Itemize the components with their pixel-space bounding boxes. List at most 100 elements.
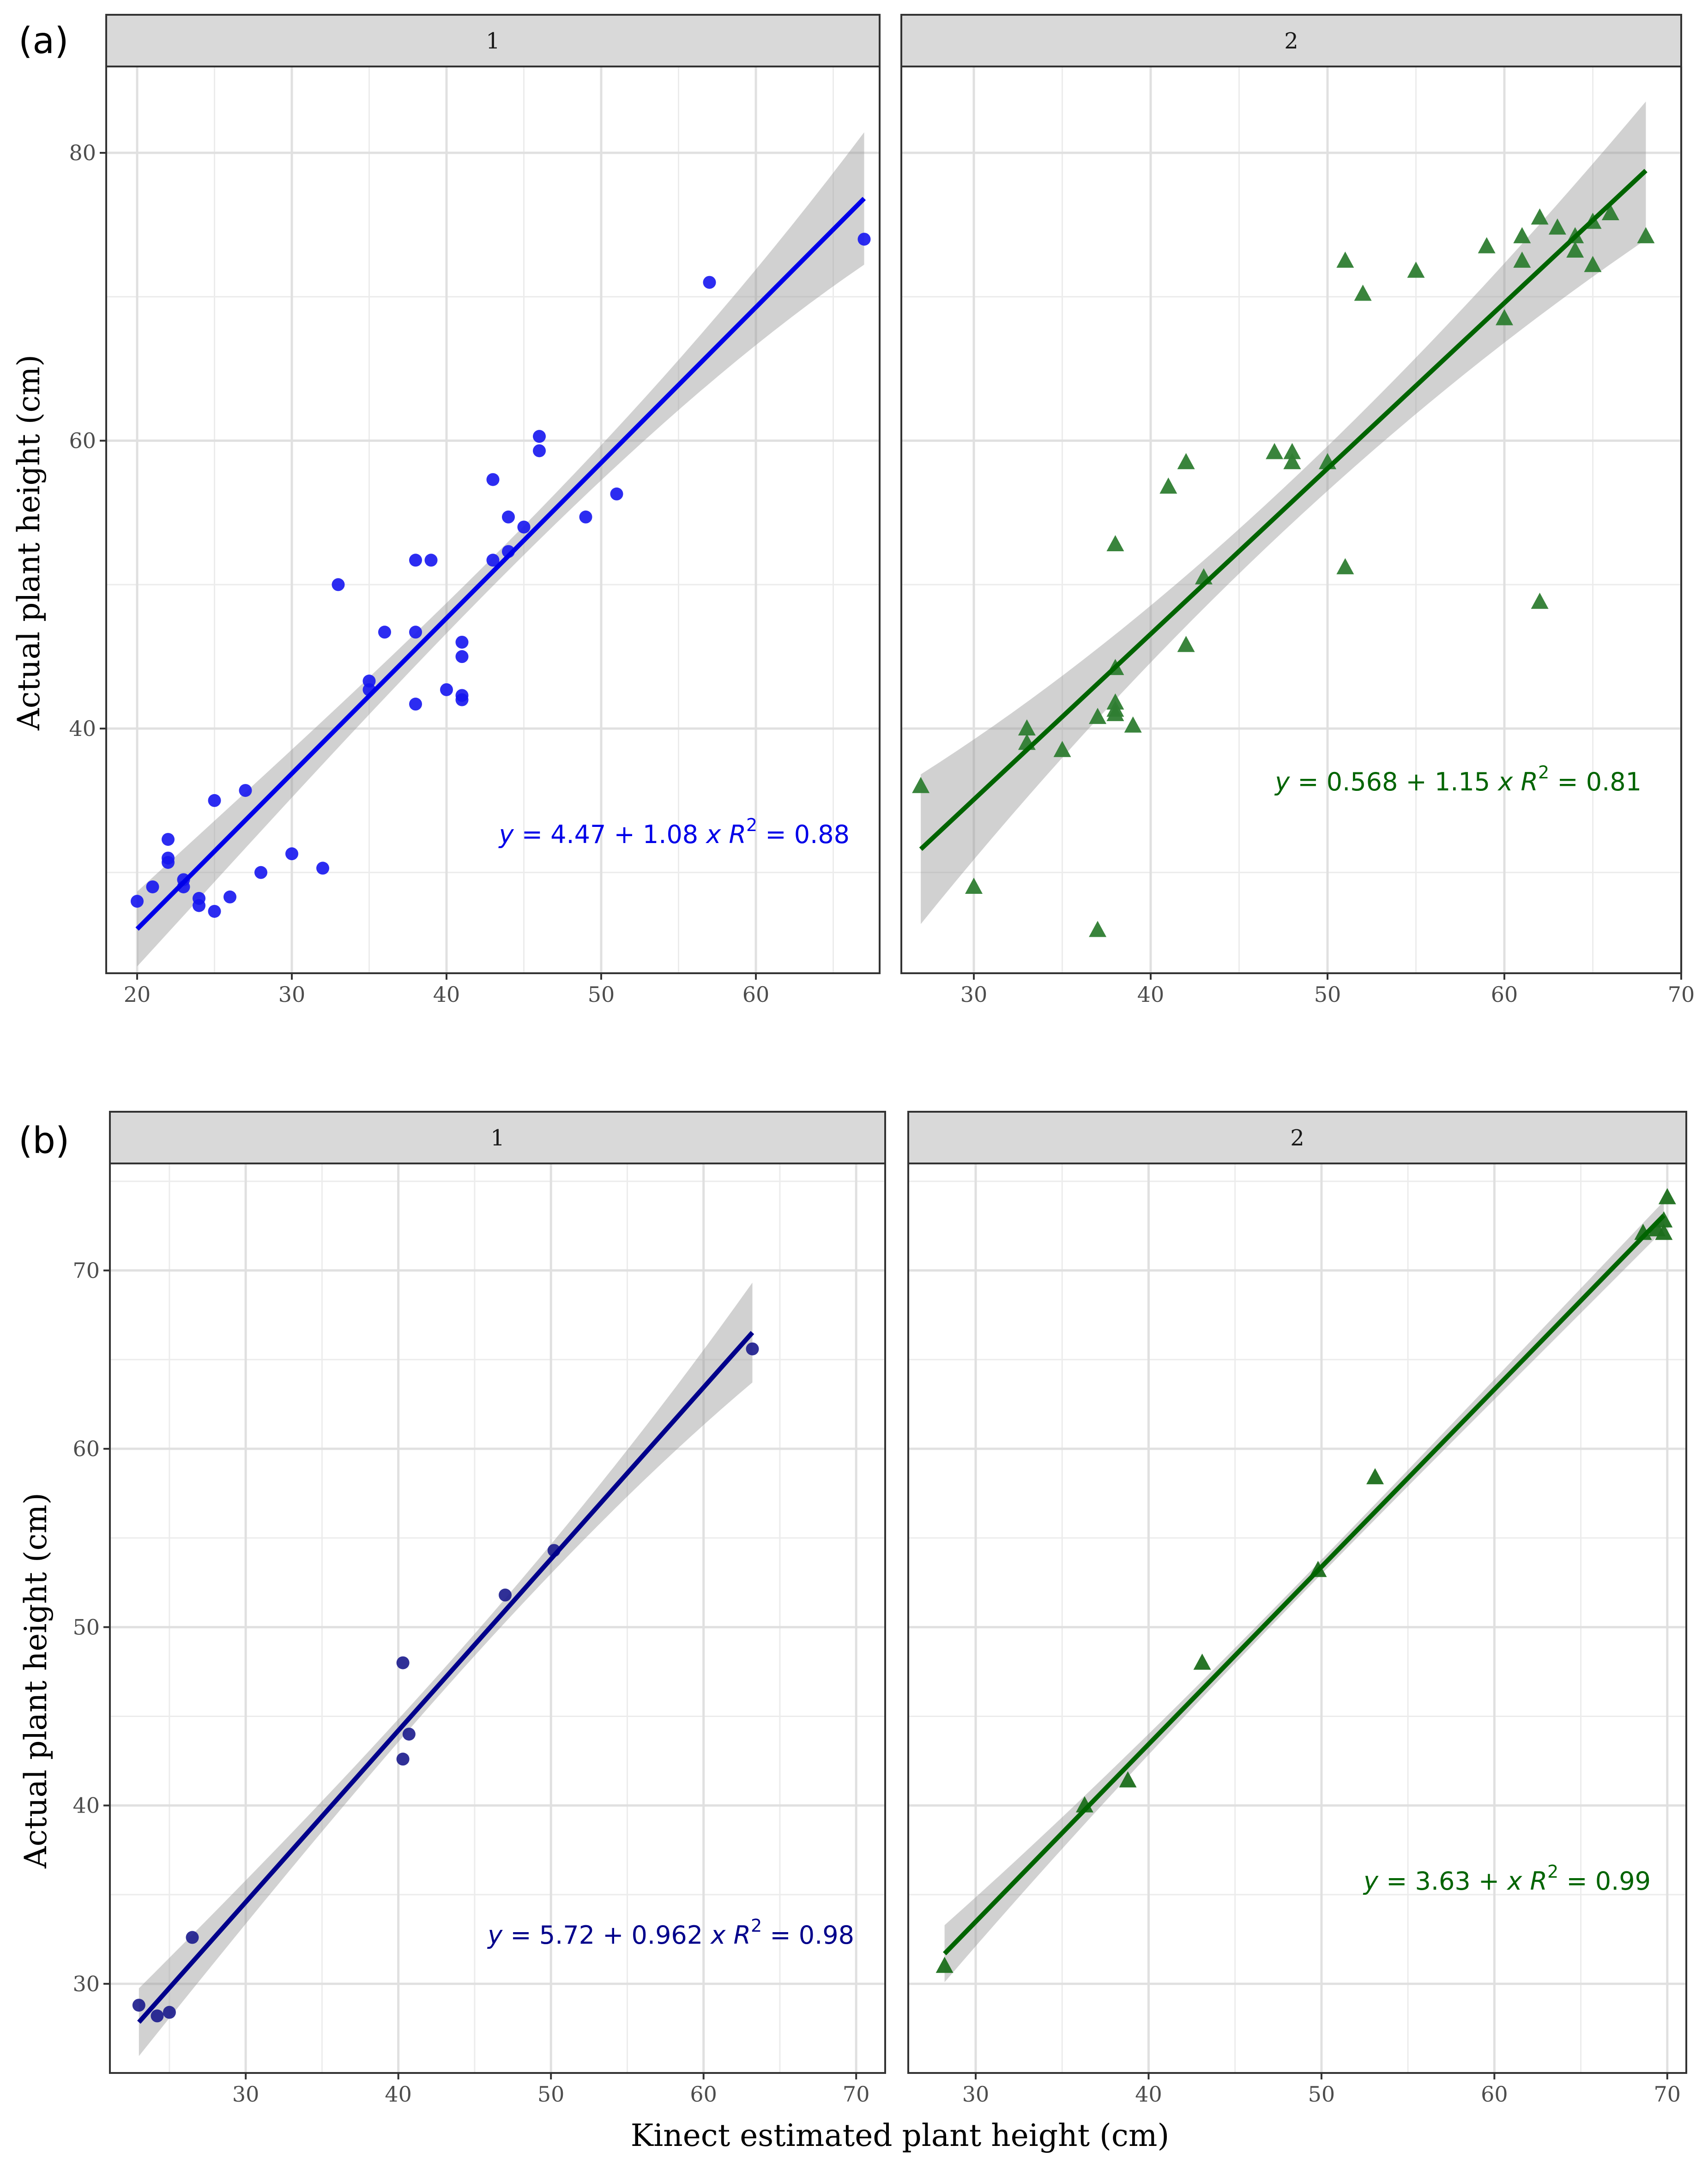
annotation-part: y: [498, 820, 514, 849]
x-tick-label: 70: [1668, 982, 1695, 1007]
annotation-part: R: [1530, 1867, 1547, 1896]
data-point: [1513, 227, 1531, 243]
annotation-part: x: [1506, 1867, 1522, 1896]
x-tick-label: 30: [278, 982, 306, 1007]
x-tick-label: 30: [960, 982, 988, 1007]
x-tick-label: 40: [433, 982, 460, 1007]
annotation-part: = 4.47 + 1.08: [514, 820, 706, 849]
data-point: [378, 626, 391, 639]
facet-strip-label: 1: [490, 1125, 505, 1151]
data-point: [912, 777, 930, 793]
annotation-part: 2: [1547, 1862, 1558, 1882]
data-point: [1177, 636, 1195, 652]
y-axis-title-b: Actual plant height (cm): [18, 1493, 54, 1869]
data-point: [1513, 251, 1531, 268]
data-point: [1119, 1771, 1137, 1788]
data-point: [746, 1342, 759, 1356]
data-point: [1584, 256, 1602, 272]
x-tick-label: 60: [742, 982, 770, 1007]
data-point: [486, 554, 500, 567]
annotation-part: 2: [751, 1916, 762, 1936]
data-point: [1655, 1223, 1673, 1240]
panel-4: 230 40 50 60 70y = 3.63 + x R2 = 0.99: [907, 1111, 1687, 2107]
facet-strip-label: 1: [486, 28, 500, 54]
annotation-part: x: [710, 1921, 726, 1950]
facet-strip-label: 2: [1284, 28, 1298, 54]
data-point: [1089, 921, 1107, 937]
confidence-band: [944, 1201, 1664, 1982]
data-point: [1336, 558, 1354, 574]
data-point: [1496, 309, 1514, 325]
x-tick-label: 30: [232, 2082, 260, 2107]
x-tick-label: 40: [1135, 2082, 1162, 2107]
data-point: [146, 880, 159, 893]
y-tick-label: 70: [72, 1258, 100, 1283]
x-tick-label: 50: [1308, 2082, 1335, 2107]
x-tick-label: 50: [1314, 982, 1341, 1007]
data-point: [517, 520, 531, 534]
data-point: [151, 2009, 164, 2023]
data-point: [208, 904, 221, 918]
x-tick-label: 60: [1491, 982, 1518, 1007]
data-point: [935, 1957, 954, 1973]
data-point: [1354, 284, 1372, 301]
x-tick-label: 20: [124, 982, 151, 1007]
data-point: [193, 899, 205, 912]
data-point: [1478, 237, 1496, 253]
data-point: [1159, 477, 1177, 494]
data-point: [409, 626, 422, 639]
x-tick-label: 40: [1137, 982, 1165, 1007]
data-point: [208, 794, 221, 807]
annotation-part: R: [1521, 767, 1538, 796]
data-point: [239, 784, 252, 797]
data-point: [1124, 716, 1142, 733]
panel-background: [106, 66, 880, 973]
data-point: [1089, 708, 1107, 724]
annotation-part: = 0.99: [1558, 1867, 1651, 1896]
annotation-part: [725, 1921, 733, 1950]
data-point: [132, 1999, 145, 2012]
x-tick-label: 60: [1481, 2082, 1508, 2107]
confidence-band: [137, 132, 864, 967]
x-tick-label: 70: [843, 2082, 870, 2107]
facet-strip: [907, 1111, 1687, 1164]
annotation-part: [1513, 767, 1521, 796]
data-point: [254, 866, 267, 879]
data-point: [965, 877, 983, 894]
annotation-part: R: [729, 820, 746, 849]
data-point: [396, 1753, 410, 1766]
y-axis-title-a: Actual plant height (cm): [11, 355, 47, 731]
panel-background: [908, 1163, 1686, 2073]
x-tick-label: 70: [1654, 2082, 1681, 2107]
data-point: [1018, 719, 1036, 736]
data-point: [533, 430, 546, 443]
annotation-part: x: [705, 820, 721, 849]
y-tick-label: 60: [72, 1436, 100, 1461]
panel-2: 230 40 50 60 70y = 0.568 + 1.15 x R2 = 0.81: [900, 14, 1695, 1007]
data-point: [1407, 261, 1425, 278]
data-point: [131, 895, 144, 908]
annotation-part: = 0.98: [762, 1921, 854, 1950]
data-point: [163, 2006, 176, 2019]
data-point: [455, 635, 469, 649]
data-point: [533, 444, 546, 458]
regression-annotation: y = 4.47 + 1.08 x R2 = 0.88: [498, 815, 850, 849]
data-point: [223, 890, 236, 904]
data-point: [1336, 251, 1354, 268]
x-tick-label: 50: [588, 982, 615, 1007]
data-point: [1053, 741, 1071, 757]
data-point: [285, 847, 298, 861]
y-tick-label: 50: [72, 1615, 100, 1639]
x-axis-title: Kinect estimated plant height (cm): [631, 2118, 1169, 2153]
data-point: [1266, 443, 1284, 459]
data-point: [455, 693, 469, 706]
annotation-part: = 3.63 +: [1378, 1867, 1507, 1896]
data-point: [162, 856, 175, 869]
data-point: [424, 554, 438, 567]
data-point: [1601, 204, 1619, 220]
facet-strip: [105, 14, 881, 67]
data-point: [1283, 443, 1301, 459]
facet-strip: [109, 1111, 886, 1164]
data-point: [857, 233, 871, 246]
